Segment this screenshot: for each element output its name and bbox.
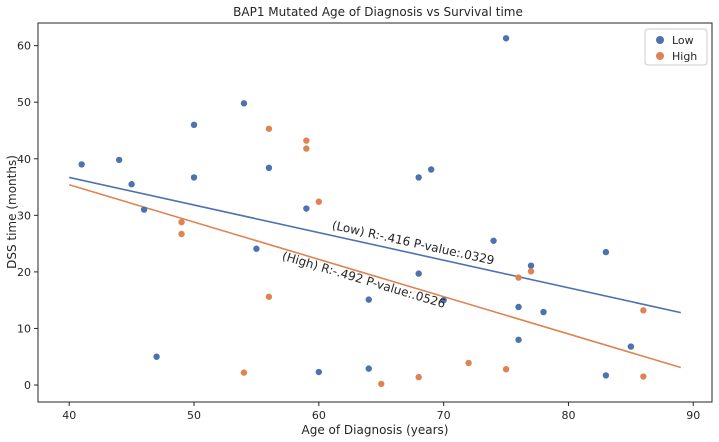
point-high [303, 137, 310, 144]
y-axis-ticks: 0 10 20 30 40 50 60 [17, 40, 38, 392]
legend-label-low: Low [672, 34, 694, 47]
legend-marker-high [656, 52, 664, 60]
x-tick-label: 90 [686, 409, 700, 422]
point-high [178, 230, 185, 238]
x-tick-label: 80 [561, 409, 575, 422]
point-high [303, 145, 310, 152]
point-low [365, 296, 372, 303]
y-axis-label: DSS time (months) [5, 155, 19, 269]
legend-label-high: High [672, 50, 697, 63]
point-low [490, 237, 497, 244]
point-high [502, 365, 510, 373]
regression-line-high [68, 184, 682, 369]
legend: Low High [644, 28, 708, 66]
plot-area-frame [37, 22, 713, 403]
point-low [415, 270, 422, 277]
point-high [415, 373, 422, 381]
point-high [378, 380, 385, 388]
point-low [253, 245, 260, 252]
point-high [315, 198, 323, 205]
point-low [190, 121, 198, 129]
point-low [602, 248, 610, 256]
point-low [240, 100, 248, 107]
point-high [265, 293, 273, 300]
point-low [515, 303, 522, 311]
point-high [265, 125, 273, 132]
point-low [190, 174, 198, 181]
point-low [627, 343, 635, 350]
point-high [527, 268, 535, 275]
point-high [178, 218, 185, 226]
point-high [515, 274, 522, 281]
point-low [540, 308, 547, 316]
regression-line-low [69, 176, 681, 314]
y-tick-label: 30 [17, 209, 31, 222]
x-tick-label: 50 [187, 409, 201, 422]
point-low [153, 353, 160, 360]
point-low [427, 166, 435, 173]
point-low [265, 164, 273, 172]
point-low [115, 156, 123, 164]
point-low [140, 206, 148, 213]
y-tick-label: 60 [17, 40, 31, 53]
point-low [315, 368, 323, 376]
x-axis-ticks: 40 50 60 70 80 90 [62, 402, 700, 422]
chart-title: BAP1 Mutated Age of Diagnosis vs Surviva… [233, 5, 523, 19]
y-tick-label: 50 [17, 96, 31, 109]
x-axis-label: Age of Diagnosis (years) [302, 423, 449, 437]
point-low [602, 372, 610, 379]
data-points [78, 35, 647, 388]
point-low [78, 161, 85, 168]
point-low [365, 365, 372, 372]
y-tick-label: 0 [24, 379, 31, 392]
x-tick-label: 60 [312, 409, 326, 422]
x-tick-label: 40 [62, 409, 76, 422]
point-low [515, 336, 522, 343]
legend-marker-low [656, 36, 664, 44]
point-high [640, 373, 647, 380]
point-low [527, 262, 535, 269]
regression-lines [68, 176, 682, 369]
point-high [465, 359, 472, 367]
point-low [502, 35, 510, 42]
point-low [415, 174, 422, 181]
point-low [128, 181, 135, 188]
point-high [240, 369, 248, 376]
point-high [640, 307, 647, 314]
point-low [303, 205, 310, 212]
x-tick-label: 70 [437, 409, 451, 422]
point-low [440, 296, 447, 304]
y-tick-label: 10 [17, 322, 31, 335]
y-tick-label: 40 [17, 153, 31, 166]
y-tick-label: 20 [17, 266, 31, 279]
